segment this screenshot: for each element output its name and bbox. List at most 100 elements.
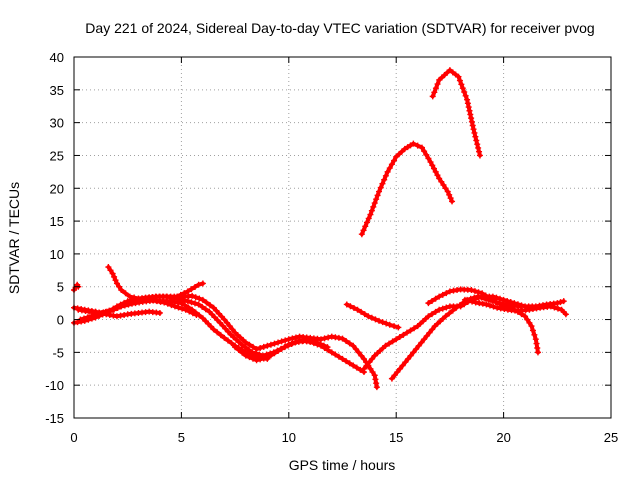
- data-point: [384, 168, 391, 175]
- axis-ticks: 0 5 10 15 20 25 -15 -10 -5 0 5 10 15 20 25 30 35 40: [45, 50, 618, 445]
- data-point: [388, 375, 395, 382]
- data-point: [107, 308, 114, 315]
- data-point: [192, 294, 199, 301]
- data-point: [524, 316, 531, 323]
- data-point: [267, 341, 274, 348]
- data-point: [335, 353, 342, 360]
- data-point: [427, 159, 434, 166]
- data-point: [174, 293, 181, 300]
- data-point: [363, 362, 370, 369]
- data-point: [328, 349, 335, 356]
- data-point: [391, 372, 398, 379]
- data-point: [253, 346, 260, 353]
- data-point: [122, 290, 129, 297]
- data-point: [373, 384, 380, 391]
- x-tick-label: 0: [70, 430, 77, 445]
- x-tick-label: 10: [282, 430, 296, 445]
- data-point: [429, 162, 436, 169]
- data-point: [379, 319, 386, 326]
- data-point: [456, 77, 463, 84]
- data-point: [363, 219, 370, 226]
- data-point: [486, 302, 493, 309]
- data-point: [260, 355, 267, 362]
- data-point: [257, 344, 264, 351]
- data-point: [105, 264, 112, 271]
- data-point: [411, 325, 418, 332]
- data-point: [221, 334, 228, 341]
- y-tick-label: 5: [57, 280, 64, 295]
- data-point: [358, 231, 365, 238]
- data-point: [250, 343, 256, 350]
- data-point: [264, 354, 271, 361]
- data-point: [405, 355, 412, 362]
- data-point: [181, 290, 188, 297]
- data-point: [332, 351, 339, 358]
- data-point: [246, 341, 253, 348]
- data-point: [529, 327, 536, 334]
- data-point: [161, 299, 168, 306]
- data-point: [192, 300, 199, 307]
- data-point: [391, 157, 398, 164]
- chart-title: Day 221 of 2024, Sidereal Day-to-day VTE…: [85, 20, 594, 36]
- data-point: [469, 298, 476, 305]
- data-point: [229, 326, 236, 333]
- data-point: [325, 334, 332, 341]
- data-point: [358, 352, 365, 359]
- data-point: [431, 165, 438, 172]
- data-point: [374, 192, 381, 199]
- data-point: [394, 369, 401, 376]
- data-point: [118, 287, 125, 294]
- data-point: [418, 339, 425, 346]
- data-point: [497, 295, 504, 302]
- data-point: [292, 338, 299, 345]
- data-point: [403, 329, 410, 336]
- data-point: [414, 142, 421, 149]
- data-point: [318, 336, 325, 343]
- y-tick-label: -10: [45, 378, 64, 393]
- data-point: [393, 336, 400, 343]
- data-point: [352, 346, 359, 353]
- data-marks: [71, 67, 569, 391]
- data-point: [455, 73, 462, 80]
- data-point: [461, 89, 468, 96]
- data-point: [382, 172, 389, 179]
- data-point: [354, 306, 361, 313]
- data-point: [109, 270, 116, 277]
- data-point: [360, 365, 367, 372]
- data-point: [339, 335, 346, 342]
- data-point: [217, 332, 224, 339]
- data-point: [372, 376, 379, 383]
- data-point: [189, 292, 196, 299]
- data-point: [425, 300, 432, 307]
- data-point: [195, 301, 202, 308]
- data-point: [195, 281, 202, 288]
- data-point: [118, 303, 125, 310]
- data-point: [282, 343, 289, 350]
- data-point: [245, 346, 252, 353]
- data-point: [203, 299, 210, 306]
- x-tick-label: 20: [496, 430, 510, 445]
- data-point: [343, 301, 350, 308]
- data-point: [442, 313, 449, 320]
- series-track-d: [77, 293, 331, 359]
- data-point: [443, 304, 450, 311]
- data-point: [483, 301, 490, 308]
- data-point: [199, 303, 206, 310]
- data-point: [474, 293, 481, 300]
- data-point: [388, 161, 395, 168]
- data-point: [534, 344, 541, 351]
- data-point: [360, 355, 367, 362]
- data-point: [386, 340, 393, 347]
- data-point: [429, 326, 436, 333]
- data-point: [376, 188, 383, 195]
- plot-frame: [73, 56, 612, 419]
- data-point: [246, 354, 253, 361]
- data-point: [181, 302, 188, 309]
- data-point: [377, 184, 384, 191]
- data-point: [289, 340, 296, 347]
- data-point: [339, 355, 346, 362]
- data-point: [421, 148, 428, 155]
- data-point: [325, 347, 332, 354]
- data-point: [432, 85, 439, 92]
- data-point: [343, 337, 350, 344]
